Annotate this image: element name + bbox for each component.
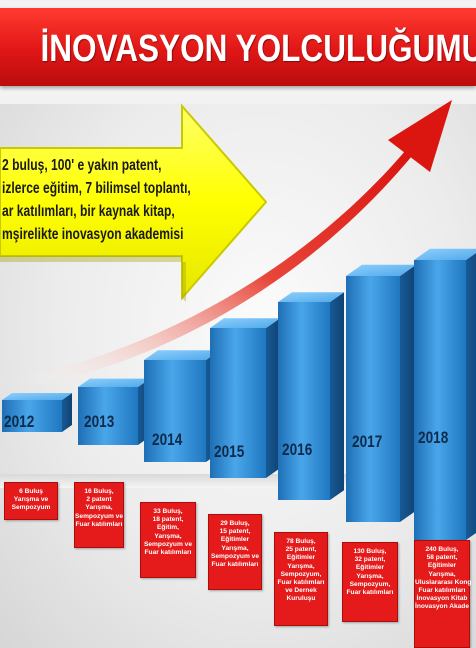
milestone-line: Yarışma, [85, 504, 113, 512]
year-bar-2018 [414, 248, 476, 540]
bar-front-face [278, 302, 330, 500]
milestone-line: Yarışma, [221, 544, 249, 552]
milestone-line: 32 patent, [354, 556, 386, 564]
milestone-line: 58 patent, [426, 554, 458, 562]
milestone-line: 6 Buluş [19, 488, 43, 495]
callout-line: ar katılımları, bir kaynak kitap, [2, 203, 175, 220]
milestone-box-2017: 130 Buluş, 32 patent, Eğitimler Yarışma, Sem… [342, 542, 398, 622]
year-bar-2017 [346, 264, 416, 522]
bar-front-face [414, 260, 466, 540]
milestone-box-2016: 78 Buluş, 25 patent, Eğitimler Yarışma, Semp… [274, 532, 328, 626]
year-label-2012: 2012 [4, 412, 35, 431]
milestone-line: Fuar katılımları [277, 579, 325, 587]
milestone-line: İnovasyon Kitab [416, 595, 468, 603]
year-bar-2012 [2, 393, 72, 432]
page-title: İNOVASYON YOLCULUĞUMUZDA [40, 28, 476, 70]
milestone-line: Yarışma, [287, 562, 315, 570]
callout-line: 2 buluş, 100' e yakın patent, [2, 157, 162, 174]
milestone-box-2018: 240 Buluş, 58 patent, Eğitimler Yarışma, Ulu… [414, 540, 472, 648]
bar-side-face [266, 318, 280, 478]
year-label-2016: 2016 [282, 440, 313, 459]
milestone-line: Eğitimler [286, 554, 316, 562]
milestone-box-2014: 33 Buluş, 18 patent, Eğitim, Yarışma, Sempoz… [140, 502, 196, 578]
year-bars [2, 248, 476, 540]
milestone-line: Fuar katılımları [75, 520, 123, 528]
milestone-box-2013: 16 Buluş, 2 patent Yarışma, Sempozyum ve Fua… [74, 482, 124, 548]
milestone-line: Yarışma, [154, 532, 182, 540]
milestone-line: Fuar katılımları [211, 561, 259, 569]
milestone-box-2012: 6 Buluş Yarışma ve Sempozyum [4, 482, 58, 520]
milestone-line: Uluslararası Kong [415, 578, 472, 586]
year-bar-2015 [210, 318, 280, 478]
milestone-line: Eğitimler [220, 536, 250, 544]
milestone-line: Sempozyum ve [75, 512, 124, 520]
callout-arrow [0, 103, 268, 302]
milestone-line: 78 Buluş, [286, 538, 316, 545]
milestone-line: Eğitim, [157, 524, 179, 532]
milestone-line: 33 Buluş, [153, 508, 183, 515]
milestone-line: İnovasyon Akade [415, 603, 469, 611]
callout-line: izlerce eğitim, 7 bilimsel toplantı, [2, 180, 191, 197]
bar-top-face [210, 318, 280, 328]
title-banner [0, 8, 476, 86]
milestone-line: Sempozyum, [280, 570, 322, 578]
milestone-line: 240 Buluş, [425, 546, 459, 553]
milestone-line: Sempozyum ve [210, 552, 259, 560]
bar-front-face [144, 360, 206, 462]
callout-line: mşirelikte inovasyon akademisi [2, 226, 184, 243]
milestone-line: 15 patent, [219, 528, 251, 536]
year-label-2017: 2017 [352, 432, 383, 451]
milestone-line: Sempozyum [11, 504, 51, 512]
bar-top-face [346, 264, 416, 276]
year-bar-2016 [278, 292, 344, 500]
milestone-line: Eğitimler [355, 564, 385, 572]
year-label-2013: 2013 [84, 412, 115, 431]
milestone-line: Kuruluşu [286, 595, 316, 603]
bar-front-face [210, 328, 266, 478]
callout-text: 2 buluş, 100' e yakın patent, izlerce eğ… [2, 154, 191, 246]
milestone-line: Sempozyum, [349, 580, 391, 588]
milestone-line: Fuar katılımları [346, 589, 394, 597]
milestone-line: 25 patent, [285, 546, 317, 554]
milestone-line: 16 Buluş, [84, 488, 114, 495]
bar-front-face [78, 387, 138, 445]
milestone-line: Fuar katılımları [418, 587, 466, 595]
milestone-line: Sempozyum ve [143, 540, 192, 548]
milestone-line: Yarışma, [356, 572, 384, 580]
bar-top-face [414, 248, 476, 260]
growth-swoosh-arrow [18, 100, 452, 388]
bar-side-face [400, 264, 416, 522]
year-label-2015: 2015 [214, 442, 245, 461]
milestone-line: 18 patent, [152, 516, 184, 524]
milestone-line: ve Dernek [285, 587, 317, 595]
year-label-2014: 2014 [152, 430, 183, 449]
bar-top-face [78, 378, 150, 387]
milestone-line: Eğitimler [427, 562, 457, 570]
bar-front-face [2, 400, 62, 432]
milestone-line: Yarışma, [428, 570, 456, 578]
year-label-2018: 2018 [418, 428, 449, 447]
milestone-line: 130 Buluş, [353, 548, 387, 555]
bar-top-face [144, 350, 220, 360]
milestone-line: 29 Buluş, [220, 520, 250, 527]
bar-side-face [62, 393, 72, 432]
bar-side-face [466, 253, 476, 540]
milestone-line: Fuar katılımları [144, 549, 192, 557]
bar-top-face [278, 292, 344, 302]
milestone-box-2015: 29 Buluş, 15 patent, Eğitimler Yarışma, Semp… [208, 514, 262, 590]
milestone-line: Yarışma ve [13, 496, 49, 504]
bar-top-face [2, 393, 72, 400]
bar-side-face [330, 292, 344, 500]
bar-front-face [346, 276, 400, 522]
milestone-line: 2 patent [86, 496, 112, 504]
